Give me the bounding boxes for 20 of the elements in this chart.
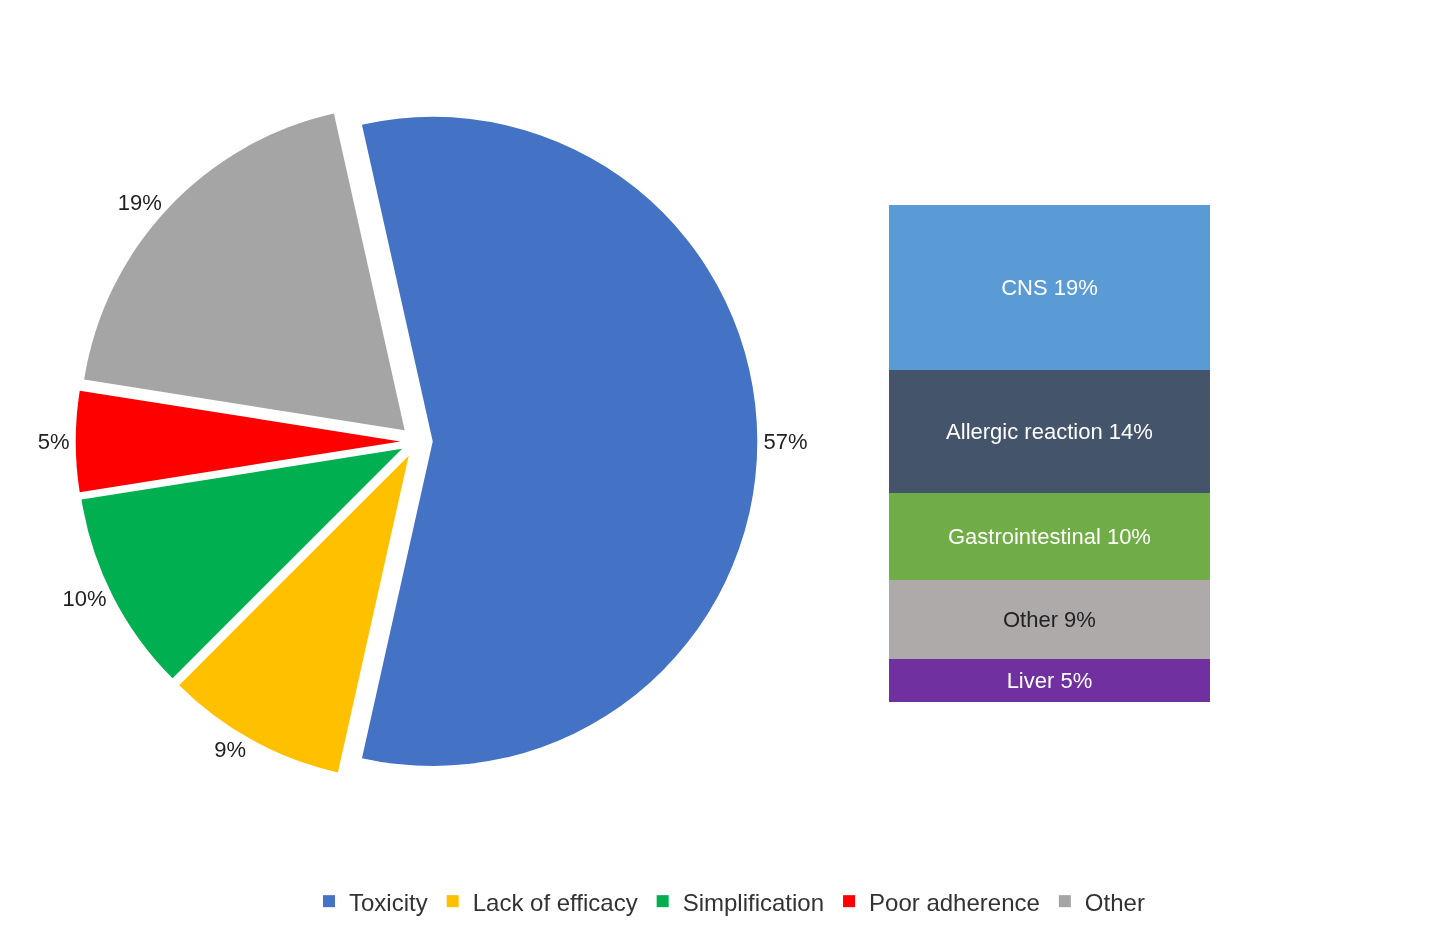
legend-label: Poor adherence: [869, 888, 1040, 916]
data-label: Gastrointestinal 10%: [947, 523, 1151, 549]
data-label: 9%: [214, 737, 247, 763]
bar: [888, 492, 1211, 581]
data-label: CNS 19%: [1001, 275, 1098, 301]
data-label: Allergic reaction 14%: [946, 419, 1153, 445]
data-label: Liver 5%: [1006, 668, 1093, 694]
legend-label: Lack of efficacy: [472, 888, 638, 916]
data-label: Other 9%: [1002, 606, 1096, 632]
bar: [888, 204, 1211, 371]
bar: [888, 580, 1211, 659]
data-label: 5%: [37, 428, 70, 454]
data-label: 10%: [62, 586, 107, 612]
data-label: 57%: [763, 428, 808, 454]
legend-label: Simplification: [682, 888, 825, 916]
legend-label: Toxicity: [349, 888, 428, 916]
bar: [888, 658, 1211, 703]
data-label: 19%: [117, 189, 162, 215]
legend-label: Other: [1084, 888, 1145, 916]
bar: [888, 370, 1211, 493]
